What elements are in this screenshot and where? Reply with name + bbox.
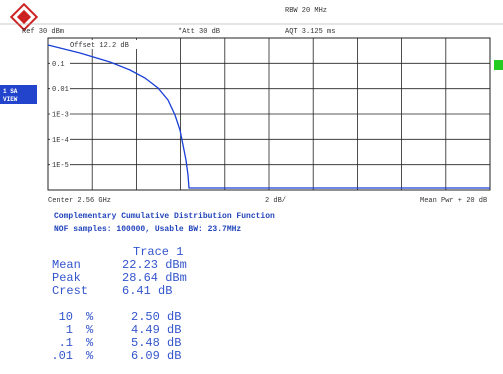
percent-sign: % [86, 349, 94, 363]
y-label: 1E-4 [52, 137, 69, 145]
label-bg [50, 135, 70, 144]
center-frequency: Center 2.56 GHz [48, 197, 111, 205]
percentile-value: 5.48 dB [131, 336, 181, 350]
side-label: VIEW [3, 96, 18, 103]
y-label: 0.01 [52, 86, 69, 94]
stat-label: Crest [52, 284, 88, 298]
span-right: Mean Pwr + 20 dB [420, 197, 487, 205]
percent-sign: % [86, 323, 94, 337]
percentile: .01 [51, 349, 73, 363]
result-table: Mean 22.23 dBm Peak 28.64 dBm Crest 6.41 dB 10… [51, 258, 186, 363]
attenuation: *Att 30 dB [178, 28, 220, 36]
percent-sign: % [86, 310, 94, 324]
percentile-value: 2.50 dB [131, 310, 181, 324]
ref-level: Ref 30 dBm [22, 28, 64, 36]
stat-label: Mean [52, 258, 81, 272]
percentile: 1 [66, 323, 73, 337]
side-label: 1 SA [3, 88, 18, 95]
label-bg [50, 160, 70, 169]
acquisition-time: AQT 3.125 ms [285, 28, 335, 36]
side-indicator [494, 60, 503, 70]
stat-value: 28.64 dBm [122, 271, 187, 285]
ccdf-trace [47, 44, 490, 189]
percent-sign: % [86, 336, 94, 350]
stat-label: Peak [52, 271, 81, 285]
stat-value: 22.23 dBm [122, 258, 187, 272]
stat-value: 6.41 dB [122, 284, 172, 298]
grid: 0.1 0.01 1E-3 1E-4 1E-5 [48, 38, 490, 190]
y-label: 1E-3 [52, 112, 69, 120]
percentile: 10 [59, 310, 73, 324]
offset: Offset 12.2 dB [70, 42, 129, 50]
side-tab [0, 85, 37, 104]
plot-area: 0.1 0.01 1E-3 1E-4 1E-5 Offset 12.2 dB [47, 37, 491, 191]
logo [9, 2, 39, 32]
percentile: .1 [59, 336, 73, 350]
title: Complementary Cumulative Distribution Fu… [54, 212, 275, 221]
y-label: 0.1 [52, 61, 65, 69]
rbw: RBW 20 MHz [285, 7, 327, 15]
label-bg [50, 84, 70, 93]
scale: 2 dB/ [265, 197, 286, 205]
y-label: 1E-5 [52, 162, 69, 170]
table-header: Trace 1 [133, 245, 183, 259]
label-bg [50, 110, 70, 118]
percentile-value: 6.09 dB [131, 349, 181, 363]
percentile-value: 4.49 dB [131, 323, 181, 337]
subtitle: NOF samples: 100000, Usable BW: 23.7MHz [54, 225, 241, 234]
label-bg [50, 59, 70, 68]
